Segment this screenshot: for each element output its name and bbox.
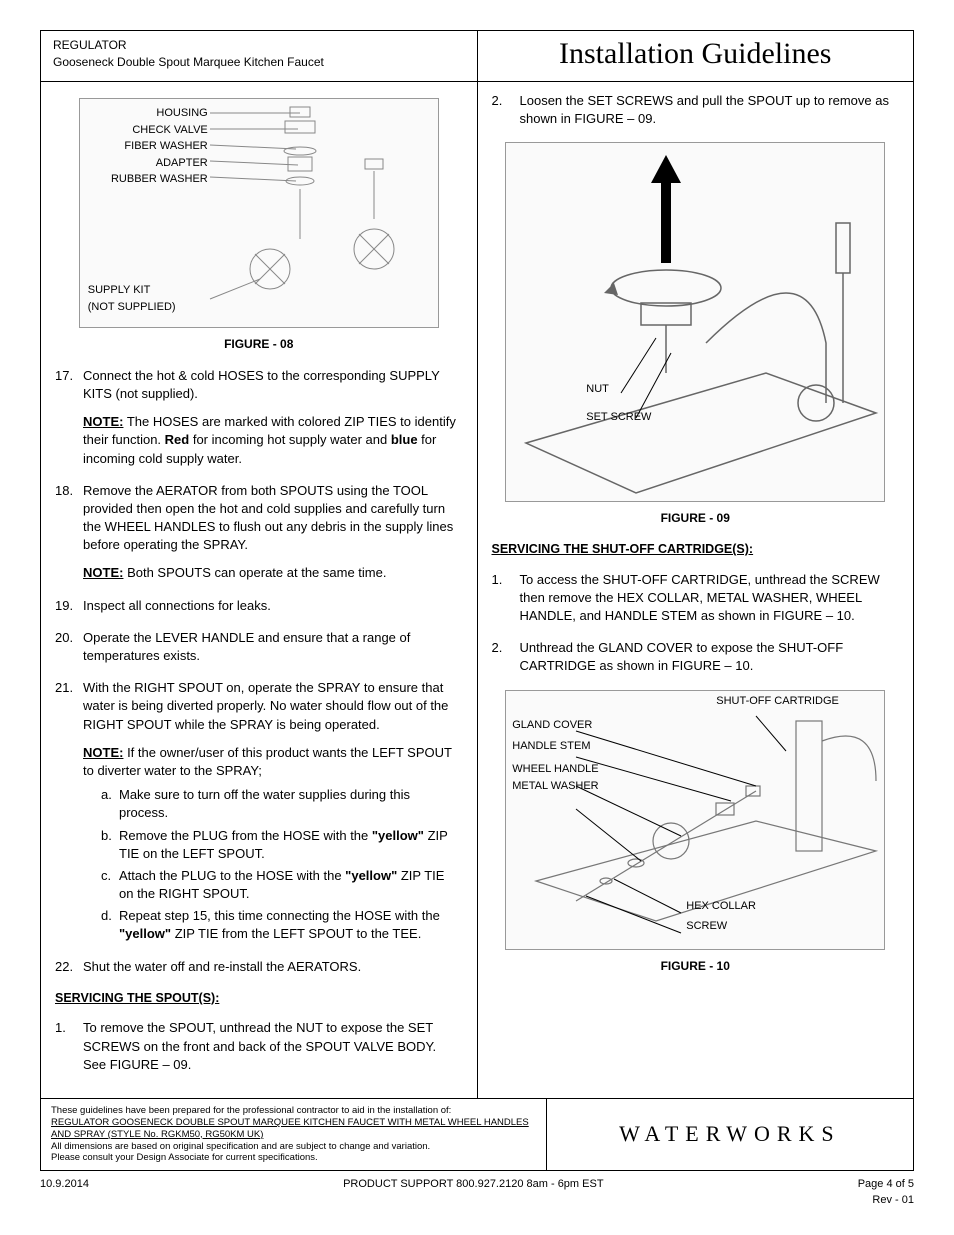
- label-wheel-handle: WHEEL HANDLE: [512, 763, 598, 776]
- label-fiber-washer: FIBER WASHER: [88, 138, 208, 155]
- header-left: REGULATOR Gooseneck Double Spout Marquee…: [41, 31, 478, 81]
- footer-line2: REGULATOR GOOSENECK DOUBLE SPOUT MARQUEE…: [51, 1117, 536, 1141]
- figure-09-label-setscrew: SET SCREW: [586, 409, 651, 426]
- footer: These guidelines have been prepared for …: [41, 1098, 913, 1170]
- step-21c: c.Attach the PLUG to the HOSE with the "…: [101, 867, 463, 903]
- step-21-sublist: a.Make sure to turn off the water suppli…: [83, 786, 463, 944]
- meta-support: PRODUCT SUPPORT 800.927.2120 8am - 6pm E…: [343, 1177, 603, 1208]
- servicing-cartridge-2: 2. Unthread the GLAND COVER to expose th…: [492, 639, 900, 675]
- label-housing: HOUSING: [88, 105, 208, 122]
- figure-10-diagram: GLAND COVER HANDLE STEM WHEEL HANDLE MET…: [505, 690, 885, 950]
- label-adapter: ADAPTER: [88, 155, 208, 172]
- left-column: HOUSING CHECK VALVE FIBER WASHER ADAPTER…: [41, 82, 478, 1098]
- servicing-spout-list: 1. To remove the SPOUT, unthread the NUT…: [55, 1019, 463, 1074]
- step-18-note: Both SPOUTS can operate at the same time…: [123, 565, 386, 580]
- right-top-list: 2. Loosen the SET SCREWS and pull the SP…: [492, 92, 900, 128]
- figure-08-diagram: HOUSING CHECK VALVE FIBER WASHER ADAPTER…: [79, 98, 439, 328]
- step-21c-pre: Attach the PLUG to the HOSE with the: [119, 868, 345, 883]
- footer-line1: These guidelines have been prepared for …: [51, 1105, 536, 1117]
- servicing-spout-1: 1. To remove the SPOUT, unthread the NUT…: [55, 1019, 463, 1074]
- header: REGULATOR Gooseneck Double Spout Marquee…: [41, 31, 913, 82]
- step-18: 18. Remove the AERATOR from both SPOUTS …: [55, 482, 463, 583]
- servicing-spout-1-text: To remove the SPOUT, unthread the NUT to…: [83, 1020, 436, 1071]
- right-step-2-text: Loosen the SET SCREWS and pull the SPOUT…: [520, 93, 889, 126]
- step-19-text: Inspect all connections for leaks.: [83, 598, 271, 613]
- servicing-cartridge-1: 1. To access the SHUT-OFF CARTRIDGE, unt…: [492, 571, 900, 626]
- step-21b: b.Remove the PLUG from the HOSE with the…: [101, 827, 463, 863]
- servicing-cartridge-list: 1. To access the SHUT-OFF CARTRIDGE, unt…: [492, 571, 900, 676]
- figure-09-diagram: NUT SET SCREW: [505, 142, 885, 502]
- step-18-text: Remove the AERATOR from both SPOUTS usin…: [83, 483, 453, 553]
- figure-09-label-nut: NUT: [586, 381, 609, 398]
- label-check-valve: CHECK VALVE: [88, 122, 208, 139]
- footer-left: These guidelines have been prepared for …: [41, 1099, 547, 1170]
- step-17-text: Connect the hot & cold HOSES to the corr…: [83, 368, 440, 401]
- step-22: 22. Shut the water off and re-install th…: [55, 958, 463, 976]
- figure-08-caption: FIGURE - 08: [55, 336, 463, 353]
- step-21d: d.Repeat step 15, this time connecting t…: [101, 907, 463, 943]
- note-label: NOTE:: [83, 745, 123, 760]
- figure-10-caption: FIGURE - 10: [492, 958, 900, 975]
- label-supply-kit: SUPPLY KIT: [88, 282, 208, 299]
- figure-09-caption: FIGURE - 09: [492, 510, 900, 527]
- label-hex-collar: HEX COLLAR: [686, 898, 756, 915]
- content: HOUSING CHECK VALVE FIBER WASHER ADAPTER…: [41, 82, 913, 1098]
- step-21d-post: ZIP TIE from the LEFT SPOUT to the TEE.: [171, 926, 421, 941]
- label-rubber-washer: RUBBER WASHER: [88, 171, 208, 188]
- servicing-cartridge-heading: SERVICING THE SHUT-OFF CARTRIDGE(S):: [492, 541, 900, 559]
- label-screw: SCREW: [686, 918, 727, 935]
- figure-08-labels-bottom: SUPPLY KIT (NOT SUPPLIED): [88, 282, 208, 315]
- figure-09-svg: [506, 143, 886, 503]
- step-21a-text: Make sure to turn off the water supplies…: [119, 787, 410, 820]
- step-21d-bold: "yellow": [119, 926, 171, 941]
- label-handle-stem: HANDLE STEM: [512, 740, 598, 753]
- note-label: NOTE:: [83, 414, 123, 429]
- figure-08-labels: HOUSING CHECK VALVE FIBER WASHER ADAPTER…: [88, 105, 208, 188]
- meta-rev: Rev - 01: [858, 1193, 914, 1208]
- step-21a: a.Make sure to turn off the water suppli…: [101, 786, 463, 822]
- step-21: 21. With the RIGHT SPOUT on, operate the…: [55, 679, 463, 943]
- servicing-spout-heading: SERVICING THE SPOUT(S):: [55, 990, 463, 1008]
- step-21-text: With the RIGHT SPOUT on, operate the SPR…: [83, 680, 448, 731]
- page-frame: REGULATOR Gooseneck Double Spout Marquee…: [40, 30, 914, 1171]
- servicing-cartridge-2-text: Unthread the GLAND COVER to expose the S…: [520, 640, 844, 673]
- step-21c-bold: "yellow": [345, 868, 397, 883]
- label-shutoff-cartridge: SHUT-OFF CARTRIDGE: [716, 695, 839, 707]
- step-22-text: Shut the water off and re-install the AE…: [83, 959, 361, 974]
- step-17-note-b: for incoming hot supply water and: [189, 432, 391, 447]
- footer-line3: All dimensions are based on original spe…: [51, 1141, 536, 1153]
- step-17-note-red: Red: [165, 432, 190, 447]
- header-line1: REGULATOR: [53, 37, 465, 54]
- step-19: 19. Inspect all connections for leaks.: [55, 597, 463, 615]
- step-21-note: If the owner/user of this product wants …: [83, 745, 452, 778]
- step-17-note-blue: blue: [391, 432, 418, 447]
- right-step-2: 2. Loosen the SET SCREWS and pull the SP…: [492, 92, 900, 128]
- meta-date: 10.9.2014: [40, 1177, 89, 1208]
- step-21b-bold: "yellow": [372, 828, 424, 843]
- steps-list: 17. Connect the hot & cold HOSES to the …: [55, 367, 463, 976]
- servicing-cartridge-1-text: To access the SHUT-OFF CARTRIDGE, unthre…: [520, 572, 880, 623]
- step-21d-pre: Repeat step 15, this time connecting the…: [119, 908, 440, 923]
- footer-line4: Please consult your Design Associate for…: [51, 1152, 536, 1164]
- header-line2: Gooseneck Double Spout Marquee Kitchen F…: [53, 54, 465, 71]
- label-gland-cover: GLAND COVER: [512, 719, 598, 732]
- label-metal-washer: METAL WASHER: [512, 780, 598, 793]
- step-17: 17. Connect the hot & cold HOSES to the …: [55, 367, 463, 468]
- figure-10-labels-left: GLAND COVER HANDLE STEM WHEEL HANDLE MET…: [512, 719, 598, 794]
- meta-page: Page 4 of 5: [858, 1177, 914, 1192]
- step-21b-pre: Remove the PLUG from the HOSE with the: [119, 828, 372, 843]
- step-20-text: Operate the LEVER HANDLE and ensure that…: [83, 630, 410, 663]
- meta-right: Page 4 of 5 Rev - 01: [858, 1177, 914, 1208]
- page-title: Installation Guidelines: [478, 31, 914, 81]
- right-column: 2. Loosen the SET SCREWS and pull the SP…: [478, 82, 914, 1098]
- step-20: 20. Operate the LEVER HANDLE and ensure …: [55, 629, 463, 665]
- footer-brand: WATERWORKS: [547, 1099, 913, 1170]
- label-not-supplied: (NOT SUPPLIED): [88, 299, 208, 316]
- meta-row: 10.9.2014 PRODUCT SUPPORT 800.927.2120 8…: [40, 1177, 914, 1208]
- note-label: NOTE:: [83, 565, 123, 580]
